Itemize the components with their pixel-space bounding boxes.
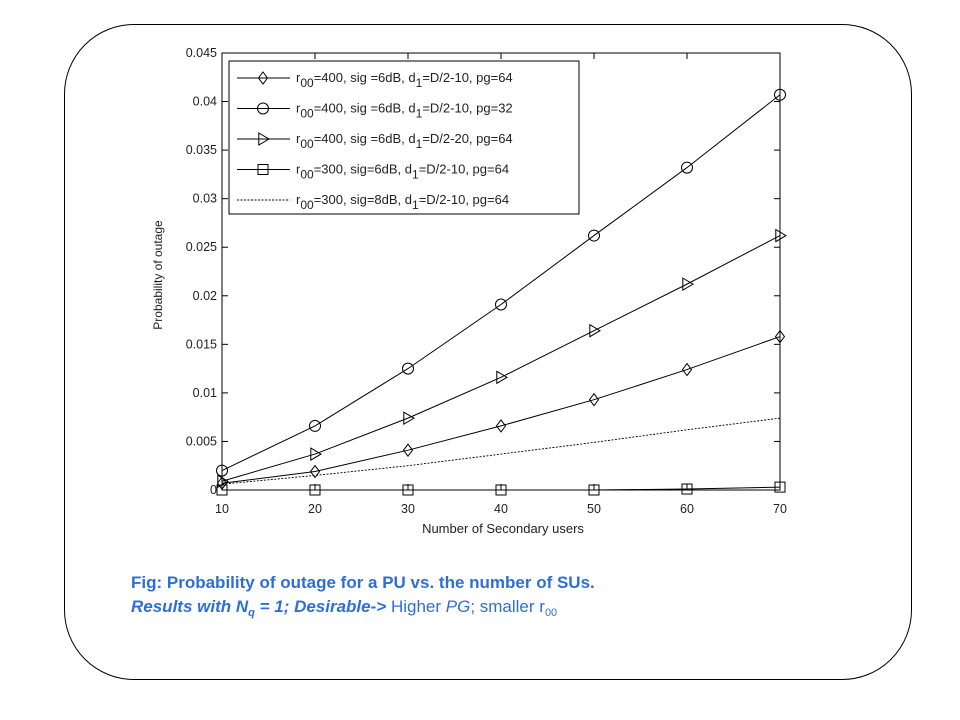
square-marker bbox=[681, 483, 693, 495]
diamond-marker bbox=[309, 464, 321, 479]
square-marker bbox=[216, 484, 228, 496]
caption-desirable-text: = 1; Desirable-> bbox=[254, 597, 391, 616]
y-axis: 0 0.005 0.01 0.015 0.02 0.025 0.03 0.035 0.04 0.0… bbox=[186, 46, 780, 497]
legend: r00=400, sig =6dB, d1=D/2-10, pg=64 r00=4… bbox=[228, 60, 580, 215]
triangle-marker bbox=[682, 277, 694, 291]
series-line bbox=[222, 486, 781, 491]
square-marker bbox=[588, 484, 600, 496]
diamond-marker bbox=[216, 476, 228, 491]
triangle-marker bbox=[403, 411, 415, 426]
legend-label: r00=400, sig =6dB, d1=D/2-20, pg=64 bbox=[296, 131, 513, 151]
square-marker bbox=[774, 481, 786, 493]
y-tick-label: 0.015 bbox=[186, 337, 217, 351]
square-marker bbox=[402, 484, 414, 496]
circle-marker bbox=[216, 464, 228, 477]
circle-marker bbox=[774, 88, 786, 101]
series-line bbox=[221, 235, 781, 482]
y-tick-label: 0.035 bbox=[186, 143, 217, 157]
y-tick-label: 0.01 bbox=[193, 386, 217, 400]
triangle-marker bbox=[496, 370, 508, 385]
figure-caption-line1: Fig: Probability of outage for a PU vs. … bbox=[131, 573, 595, 592]
triangle-marker bbox=[589, 323, 601, 338]
series-layer bbox=[216, 88, 787, 496]
circle-marker bbox=[495, 298, 507, 311]
diamond-marker bbox=[402, 443, 414, 458]
circle-marker bbox=[588, 229, 600, 242]
x-axis: 10 20 30 40 50 60 70 bbox=[215, 53, 787, 516]
circle-marker bbox=[681, 161, 693, 174]
legend-label: r00=300, sig=8dB, d1=D/2-10, pg=64 bbox=[296, 192, 509, 212]
caption-smaller-text: ; smaller r bbox=[470, 597, 545, 616]
square-marker bbox=[495, 484, 507, 496]
diamond-marker bbox=[495, 419, 507, 433]
y-tick-label: 0.04 bbox=[193, 95, 217, 109]
caption-higher-text: Higher bbox=[390, 597, 446, 616]
x-tick-label: 20 bbox=[308, 502, 322, 516]
y-tick-label: 0.02 bbox=[193, 289, 217, 303]
y-tick-label: 0.025 bbox=[186, 240, 217, 254]
diamond-marker bbox=[681, 362, 693, 377]
figure-caption-line2: Results with Nq = 1; Desirable-> Higher … bbox=[131, 597, 558, 619]
x-tick-label: 10 bbox=[215, 502, 229, 516]
legend-label: r00=400, sig =6dB, d1=D/2-10, pg=32 bbox=[296, 101, 513, 121]
x-tick-label: 60 bbox=[680, 502, 694, 516]
circle-marker bbox=[309, 419, 321, 432]
series-line bbox=[221, 336, 781, 484]
caption-nq-subscript: q bbox=[248, 607, 255, 619]
legend-label: r00=400, sig =6dB, d1=D/2-10, pg=64 bbox=[296, 70, 513, 90]
triangle-marker bbox=[310, 447, 322, 461]
y-tick-label: 0.045 bbox=[186, 46, 217, 60]
triangle-marker bbox=[258, 132, 270, 146]
caption-pg-text: PG bbox=[445, 597, 471, 616]
series-line bbox=[221, 94, 781, 472]
diamond-marker bbox=[774, 329, 786, 344]
square-marker bbox=[309, 484, 321, 496]
triangle-marker bbox=[775, 228, 787, 243]
diamond-marker bbox=[257, 71, 269, 85]
x-tick-label: 50 bbox=[587, 502, 601, 516]
y-tick-label: 0 bbox=[210, 483, 217, 497]
series-line bbox=[221, 417, 781, 485]
caption-r00-subscript: 00 bbox=[544, 607, 558, 619]
square-marker bbox=[257, 164, 269, 175]
x-tick-label: 40 bbox=[494, 502, 508, 516]
circle-marker bbox=[402, 362, 414, 375]
legend-box bbox=[228, 60, 580, 215]
y-tick-label: 0.005 bbox=[186, 434, 217, 448]
x-tick-label: 70 bbox=[773, 502, 787, 516]
diamond-marker bbox=[588, 392, 600, 407]
caption-results-text: Results with N bbox=[131, 597, 249, 616]
y-axis-label: Probability of outage bbox=[151, 220, 165, 330]
y-tick-label: 0.03 bbox=[193, 192, 217, 206]
circle-marker bbox=[257, 102, 269, 115]
x-tick-label: 30 bbox=[401, 502, 415, 516]
legend-label: r00=300, sig=6dB, d1=D/2-10, pg=64 bbox=[296, 162, 509, 182]
x-axis-label: Number of Secondary users bbox=[422, 521, 584, 536]
